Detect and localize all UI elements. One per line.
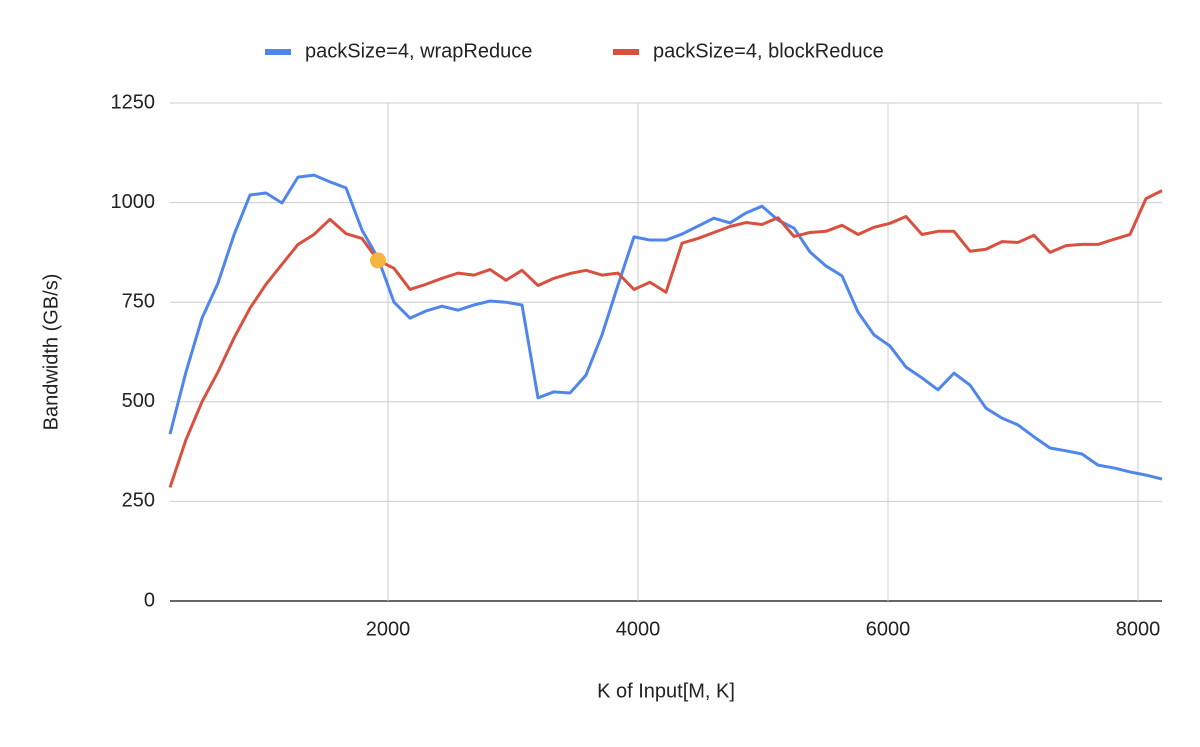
x-tick-label: 8000 — [1116, 618, 1161, 640]
x-tick-label: 4000 — [616, 618, 661, 640]
y-tick-label: 1000 — [111, 191, 156, 213]
y-tick-label: 1250 — [111, 91, 156, 113]
x-tick-label: 2000 — [366, 618, 411, 640]
y-tick-label: 0 — [144, 589, 155, 611]
legend-label: packSize=4, wrapReduce — [305, 40, 532, 62]
y-tick-label: 250 — [122, 490, 155, 512]
y-tick-label: 500 — [122, 390, 155, 412]
series-line — [168, 189, 1163, 488]
x-tick-label: 6000 — [866, 618, 911, 640]
x-axis-label: K of Input[M, K] — [597, 680, 735, 702]
y-tick-label: 750 — [122, 290, 155, 312]
legend-label: packSize=4, blockReduce — [653, 40, 884, 62]
y-axis-label: Bandwidth (GB/s) — [40, 274, 62, 431]
series-line — [168, 173, 1163, 481]
highlight-point — [370, 252, 386, 269]
